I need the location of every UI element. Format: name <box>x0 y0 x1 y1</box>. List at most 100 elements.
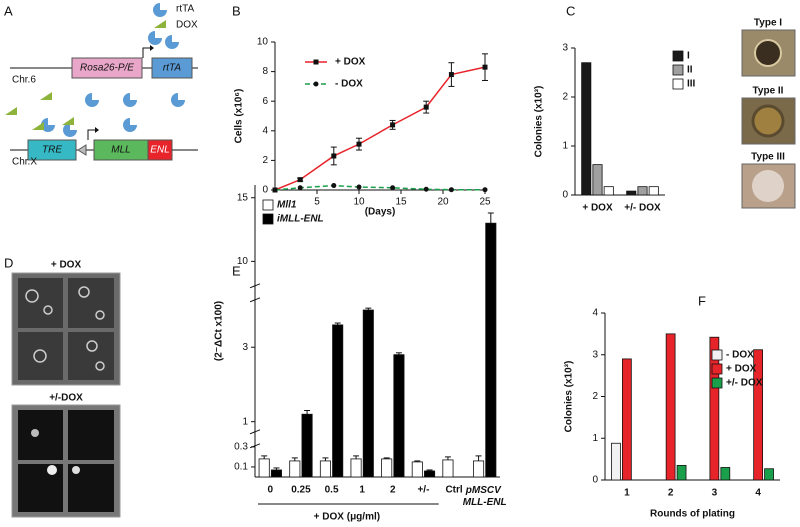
x-axis-label: + DOX (μg/ml) <box>314 512 380 523</box>
well <box>18 332 63 380</box>
legend-swatch <box>262 199 274 211</box>
bar <box>411 461 423 478</box>
panel-label: F <box>698 293 706 308</box>
x-tick-label: pMSCV MLL-ENL <box>463 485 507 508</box>
bar <box>709 336 720 481</box>
x-tick-label: 15 <box>395 197 407 208</box>
marker <box>423 104 429 110</box>
y-tick-label: 10 <box>257 37 269 48</box>
gene-label: MLL <box>111 145 130 156</box>
legend-text: - DOX <box>726 350 754 361</box>
x-tick-label: 0 <box>268 485 274 496</box>
bar <box>648 186 659 196</box>
legend-marker <box>313 59 319 65</box>
bar <box>270 469 282 478</box>
chr-label: Chr.X <box>12 157 37 168</box>
y-tick-label: 4 <box>592 308 598 319</box>
marker <box>331 183 337 189</box>
legend-swatch <box>711 377 723 389</box>
y-tick-label: 2 <box>562 92 568 103</box>
break-mark <box>249 283 261 289</box>
marker <box>297 185 303 191</box>
legend-text: +/- DOX <box>726 378 763 389</box>
bar <box>611 442 621 481</box>
marker <box>423 186 429 192</box>
image-label: +/-DOX <box>49 393 83 404</box>
bar <box>603 186 614 196</box>
y-axis-label: Cells (x10⁶) <box>234 89 245 144</box>
x-axis-label: Rounds of plating <box>650 509 735 520</box>
marker <box>356 141 362 147</box>
y-tick-label: 15 <box>237 192 249 203</box>
bar <box>424 470 436 478</box>
image-label: Type I <box>754 18 782 29</box>
gene-label: ENL <box>150 145 169 156</box>
y-tick-label: 0.1 <box>234 462 248 473</box>
colonies <box>25 286 105 371</box>
marker <box>272 187 278 193</box>
series-line <box>274 66 486 191</box>
image-label: Type II <box>753 86 784 97</box>
x-tick-label: 2 <box>390 485 396 496</box>
bar <box>393 354 405 478</box>
bar <box>362 309 374 478</box>
break-mark <box>249 297 261 303</box>
image-label: + DOX <box>51 260 82 271</box>
y-tick-label: 10 <box>237 256 249 267</box>
bar <box>258 458 270 478</box>
bar <box>319 460 331 478</box>
x-tick-label: + DOX <box>582 203 613 214</box>
bar <box>592 164 603 196</box>
x-tick-label: Ctrl <box>445 485 462 496</box>
legend-text: DOX <box>176 20 198 31</box>
y-tick-label: 2 <box>262 155 268 166</box>
marker <box>331 153 337 159</box>
legend-swatch <box>711 363 723 375</box>
marker <box>448 187 454 193</box>
legend-text: iMLL-ENL <box>277 214 324 225</box>
y-tick-label: 8 <box>262 66 268 77</box>
arrow-head <box>95 127 99 133</box>
well <box>68 410 114 460</box>
x-tick-label: 5 <box>314 197 320 208</box>
well <box>68 278 114 328</box>
rtta-icon <box>153 3 167 17</box>
y-tick-label: 2 <box>592 391 598 402</box>
well <box>18 410 63 460</box>
marker <box>390 122 396 128</box>
y-tick-label: 1 <box>242 416 248 427</box>
panel-label: B <box>232 3 241 18</box>
x-tick-label: 20 <box>437 197 449 208</box>
y-tick-label: 0.3 <box>234 441 248 452</box>
well-images: + DOX +/-DOX <box>11 260 121 518</box>
legend-text: + DOX <box>335 57 366 68</box>
colony <box>72 466 80 474</box>
panel-label: A <box>4 3 13 18</box>
y-tick-label: 3 <box>242 342 248 353</box>
legend-text: II <box>687 65 693 76</box>
y-axis-label: (2⁻ΔCt x100) <box>214 301 225 361</box>
gene-box <box>151 57 193 79</box>
bar <box>301 413 313 478</box>
x-tick-label: 4 <box>755 488 761 499</box>
x-axis-label: (Days) <box>365 207 396 218</box>
gene-box <box>71 57 143 79</box>
well <box>18 278 63 328</box>
bar <box>485 222 497 478</box>
legend-swatch <box>711 349 723 361</box>
bar <box>473 460 485 478</box>
bar <box>764 468 774 481</box>
x-tick-label: +/- DOX <box>624 203 661 214</box>
x-tick-label: 1 <box>624 488 630 499</box>
legend-text: III <box>687 79 696 90</box>
x-tick-label: 0.25 <box>291 485 311 496</box>
chr-label: Chr.6 <box>12 75 36 86</box>
bar <box>350 458 362 478</box>
colony <box>31 429 39 437</box>
diagram: rtTA DOX Rosa26-P/E rtTA Chr.6 TRE MLL E… <box>5 3 198 168</box>
colony-images <box>741 29 796 209</box>
gene-box <box>27 139 77 161</box>
x-tick-label: 3 <box>712 488 718 499</box>
element <box>77 144 87 156</box>
